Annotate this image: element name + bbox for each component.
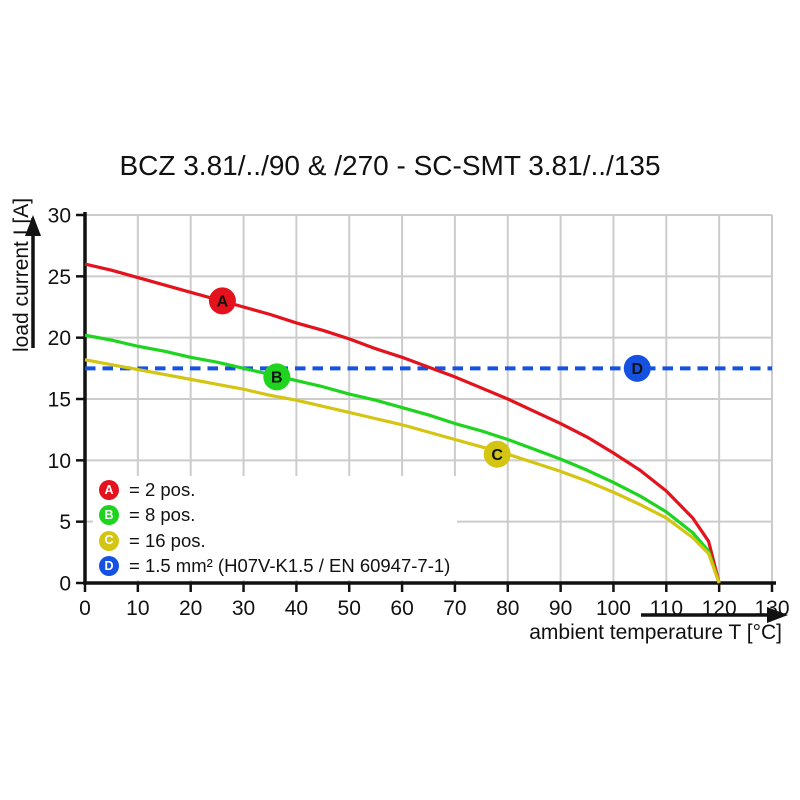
marker-circle-C	[483, 440, 511, 468]
marker-circle-A	[208, 287, 236, 315]
y-tick-label: 10	[48, 450, 71, 473]
chart-title: BCZ 3.81/../90 & /270 - SC-SMT 3.81/../1…	[119, 150, 661, 181]
x-tick-label: 0	[79, 597, 91, 620]
legend-item-label: = 2 pos.	[129, 479, 196, 500]
y-tick-label: 5	[59, 511, 71, 534]
curve-marker-B: B	[263, 363, 291, 391]
curve-marker-D: D	[623, 354, 651, 382]
marker-circle-B	[263, 363, 291, 391]
x-tick-label: 10	[126, 597, 149, 620]
x-tick-label: 20	[179, 597, 202, 620]
marker-circle-D	[623, 354, 651, 382]
x-tick-label: 70	[443, 597, 466, 620]
x-tick-label: 30	[232, 597, 255, 620]
y-axis-arrow-head	[25, 215, 41, 236]
marker-letter-D: D	[631, 361, 643, 378]
x-tick-label: 60	[390, 597, 413, 620]
y-tick-label: 20	[48, 327, 71, 350]
legend-key-circle-D: D	[99, 555, 119, 576]
curve-A	[84, 262, 721, 584]
y-tick-label: 0	[59, 573, 71, 596]
x-axis-arrow-head	[767, 607, 788, 623]
curve-marker-A: A	[208, 287, 236, 315]
x-axis-label: ambient temperature T [°C]	[529, 621, 782, 644]
x-tick-label: 80	[496, 597, 519, 620]
curve-C	[84, 358, 721, 584]
x-tick-label: 50	[338, 597, 361, 620]
x-tick-label: 40	[285, 597, 308, 620]
legend-item-C: C = 16 pos.	[99, 530, 451, 552]
tick-marks	[76, 213, 774, 592]
legend-item-label: = 1.5 mm² (H07V-K1.5 / EN 60947-7-1)	[129, 554, 451, 576]
legend-item-A: A = 2 pos.	[99, 479, 451, 501]
x-tick-label: 90	[549, 597, 572, 620]
y-tick-label: 15	[48, 389, 71, 412]
legend-item-label: = 16 pos.	[129, 529, 206, 551]
y-tick-label: 25	[48, 266, 71, 289]
legend: A = 2 pos. B = 8 pos. C = 16 pos. D = 1.5 mm² (…	[93, 476, 457, 580]
legend-key-circle-C: C	[99, 530, 119, 551]
legend-item-label: = 8 pos.	[129, 504, 196, 526]
axis-arrows	[25, 215, 788, 623]
marker-letter-B: B	[271, 370, 283, 387]
tick-labels: 0 10 20 30 40 50 60 70 80 90 100 110 120 130051015202…	[48, 205, 790, 621]
curve-B	[84, 333, 721, 584]
marker-letter-A: A	[217, 294, 229, 311]
legend-key-circle-B: B	[99, 505, 119, 526]
marker-letter-C: C	[491, 447, 503, 464]
curve-marker-C: C	[483, 440, 511, 468]
y-axis-label: load current I [A]	[10, 197, 33, 352]
legend-key-circle-A: A	[99, 480, 119, 500]
y-tick-label: 30	[48, 205, 71, 228]
x-tick-label: 100	[596, 597, 631, 620]
legend-item-B: B = 8 pos.	[99, 504, 451, 526]
legend-item-D: D = 1.5 mm² (H07V-K1.5 / EN 60947-7-1)	[99, 555, 451, 577]
